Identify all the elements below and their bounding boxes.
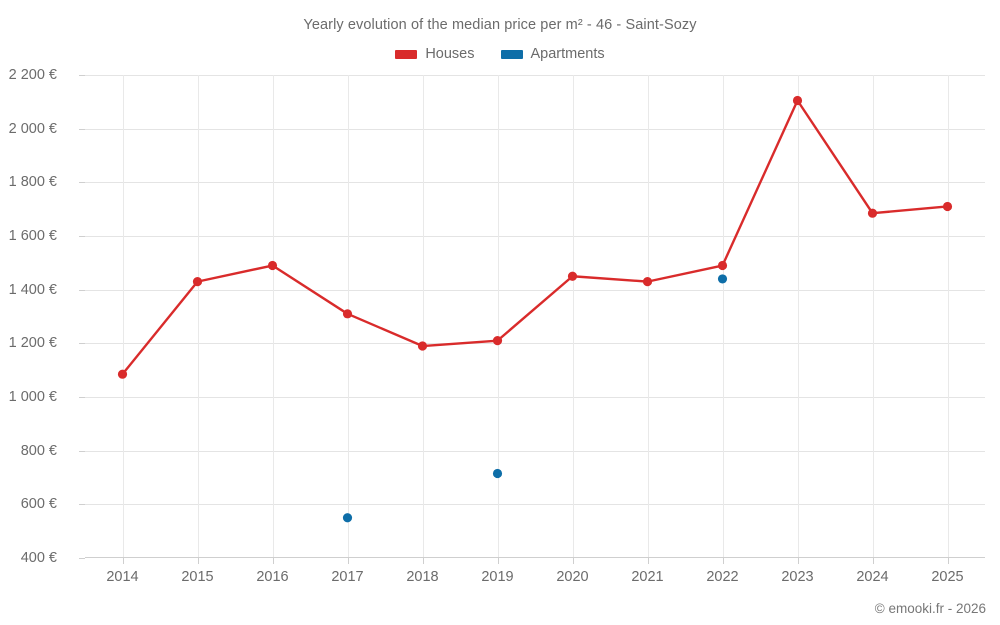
legend-item-apartments[interactable]: Apartments [500, 46, 605, 62]
y-axis-tick-mark [79, 182, 85, 184]
series-line-houses [121, 99, 949, 376]
data-point[interactable] [567, 271, 578, 281]
data-point[interactable] [792, 95, 803, 106]
x-axis-tick-label: 2015 [181, 569, 214, 585]
line-swatch-icon [395, 49, 418, 59]
data-point[interactable] [342, 309, 353, 319]
gridline-horizontal [85, 236, 985, 237]
y-axis-tick-mark [79, 289, 85, 291]
x-axis-tick-mark [647, 558, 649, 564]
gridline-vertical [272, 75, 274, 558]
chart-legend: Houses Apartments [0, 46, 1000, 62]
y-axis-tick-mark [79, 75, 85, 76]
y-axis-tick-label: 1 400 € [8, 281, 57, 298]
data-point[interactable] [942, 201, 953, 212]
gridline-horizontal [85, 450, 985, 452]
x-axis-tick-label: 2025 [931, 569, 964, 585]
gridline-vertical [722, 75, 724, 558]
data-point[interactable] [717, 260, 728, 271]
data-point[interactable] [417, 341, 428, 351]
chart-title: Yearly evolution of the median price per… [303, 17, 697, 33]
x-axis-tick-mark [872, 558, 874, 564]
data-point[interactable] [642, 277, 653, 287]
y-axis-tick-label: 600 € [20, 496, 57, 513]
x-axis-tick-mark [197, 558, 199, 564]
data-point[interactable] [117, 369, 128, 379]
gridline-vertical [872, 75, 874, 558]
x-axis-tick-label: 2021 [631, 569, 664, 585]
legend-item-houses[interactable]: Houses [395, 46, 475, 62]
y-axis-tick-mark [79, 450, 85, 452]
y-axis-tick-label: 1 600 € [8, 228, 57, 244]
gridline-horizontal [85, 128, 985, 130]
x-axis-tick-mark [497, 558, 499, 564]
y-axis-tick-mark [79, 128, 85, 130]
y-axis-tick-mark [79, 236, 85, 237]
y-axis-tick-label: 400 € [20, 550, 57, 566]
gridline-horizontal [85, 75, 985, 76]
gridline-vertical [572, 75, 574, 558]
x-axis-tick-label: 2017 [331, 569, 364, 585]
series-layer [117, 95, 953, 523]
x-axis-tick-label: 2019 [481, 569, 514, 585]
data-point[interactable] [492, 336, 503, 346]
data-point[interactable] [342, 513, 353, 523]
y-axis-tick-label: 2 200 € [8, 67, 57, 83]
y-axis-tick-label: 800 € [20, 442, 57, 459]
copyright-footer: © emooki.fr - 2026 [874, 601, 986, 616]
gridline-horizontal [85, 504, 985, 506]
gridline-vertical [197, 75, 199, 558]
y-axis-tick-mark [79, 397, 85, 398]
y-axis-tick-label: 1 200 € [8, 335, 57, 352]
gridline-horizontal [85, 289, 985, 291]
x-axis-tick-label: 2016 [256, 569, 289, 585]
gridline-vertical [947, 75, 949, 558]
y-axis-tick-label: 2 000 € [8, 120, 57, 137]
x-axis-tick-mark [347, 558, 349, 564]
legend-label-apartments: Apartments [530, 46, 605, 62]
y-axis-tick-mark [79, 504, 85, 506]
data-point[interactable] [267, 260, 278, 271]
x-axis-tick-label: 2023 [781, 569, 814, 585]
x-axis-line [85, 557, 985, 558]
x-axis-tick-mark [572, 558, 574, 564]
gridline-vertical [497, 75, 499, 558]
plot-area: 400 € 600 € 800 € 1 000 € 1 200 € 1 400 € 1 60… [9, 67, 985, 585]
x-axis-tick-mark [797, 558, 799, 564]
gridline-horizontal [85, 343, 985, 345]
y-axis-tick-label: 1 000 € [8, 389, 57, 405]
x-axis-tick-mark [122, 558, 124, 564]
x-axis-tick-mark [947, 558, 949, 564]
y-axis-tick-label: 1 800 € [8, 174, 57, 191]
gridline-horizontal [85, 182, 985, 184]
x-axis-tick-mark [722, 558, 724, 564]
gridline-vertical [422, 75, 424, 558]
data-point[interactable] [192, 277, 203, 287]
data-point[interactable] [867, 208, 878, 218]
gridline-vertical [647, 75, 649, 558]
legend-label-houses: Houses [425, 46, 475, 62]
x-axis-tick-label: 2020 [556, 569, 589, 585]
y-axis-tick-mark [79, 343, 85, 345]
data-point[interactable] [717, 274, 728, 284]
x-axis-tick-mark [422, 558, 424, 564]
gridline-horizontal [85, 397, 985, 398]
line-swatch-icon [500, 49, 523, 59]
x-axis-tick-label: 2018 [406, 569, 439, 585]
gridline-vertical [797, 75, 799, 558]
x-axis-tick-label: 2022 [706, 569, 739, 585]
x-axis-tick-label: 2014 [106, 569, 139, 585]
x-axis-tick-mark [272, 558, 274, 564]
data-point[interactable] [492, 468, 503, 479]
gridline-vertical [122, 75, 124, 558]
x-axis-tick-label: 2024 [856, 569, 889, 585]
y-axis-tick-mark [79, 558, 85, 559]
